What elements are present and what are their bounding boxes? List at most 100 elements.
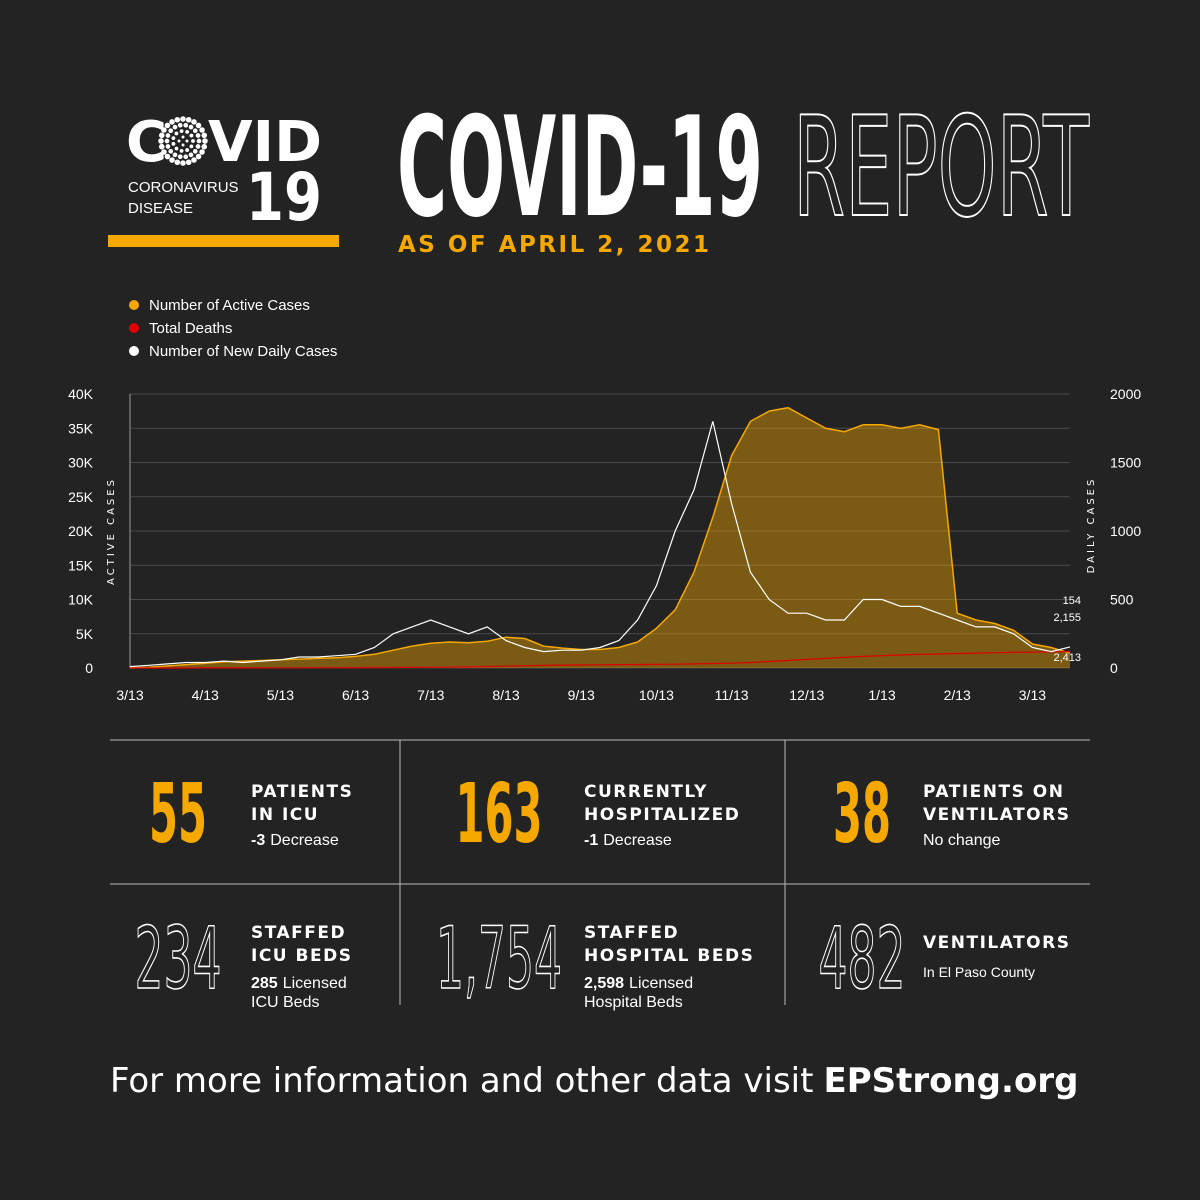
logo-dot bbox=[165, 144, 171, 149]
logo-dot bbox=[188, 152, 194, 158]
logo-dot bbox=[158, 132, 165, 139]
logo-dot bbox=[174, 159, 181, 166]
x-tick-label: 9/13 bbox=[568, 687, 595, 703]
stat-note-text: Hospital Beds bbox=[584, 994, 683, 1011]
logo-dot bbox=[165, 133, 171, 138]
x-tick-label: 1/13 bbox=[868, 687, 895, 703]
value-label: 2,155 bbox=[1053, 612, 1081, 624]
stat-note-bold: 2,598 bbox=[584, 975, 624, 992]
logo-dot bbox=[168, 148, 174, 154]
logo-dot bbox=[195, 153, 202, 160]
stat-note: 285 Licensed bbox=[251, 975, 347, 992]
stat-label: HOSPITALIZED bbox=[584, 805, 740, 825]
logo-dot bbox=[185, 148, 190, 153]
logo-dot bbox=[185, 116, 192, 123]
logo-dot bbox=[177, 139, 181, 143]
stat-value: 55 bbox=[149, 767, 207, 862]
x-tick-label: 3/13 bbox=[116, 687, 143, 703]
logo-dot bbox=[195, 144, 201, 149]
x-tick-label: 11/13 bbox=[715, 687, 749, 703]
logo-circle bbox=[158, 116, 208, 166]
logo-dot bbox=[185, 129, 190, 134]
line bbox=[129, 421, 1071, 668]
footer-text: For more information and other data visi… bbox=[110, 1061, 813, 1101]
stat-label: HOSPITAL BEDS bbox=[584, 946, 754, 966]
logo-dot bbox=[177, 154, 183, 160]
stat-label: IN ICU bbox=[251, 805, 319, 825]
y2-tick-label: 1000 bbox=[1110, 523, 1141, 539]
logo-dot bbox=[201, 132, 208, 139]
logo-dot bbox=[195, 122, 202, 129]
logo-dot bbox=[192, 148, 198, 154]
legend-marker bbox=[129, 323, 139, 333]
logo-line: DISEASE bbox=[128, 200, 193, 217]
stat-note: 2,598 Licensed bbox=[584, 975, 693, 992]
y-tick-label: 35K bbox=[68, 420, 94, 436]
logo-dot bbox=[195, 133, 201, 138]
logo-number: 19 bbox=[246, 159, 322, 236]
y-tick-label: 5K bbox=[76, 626, 94, 642]
x-tick-label: 5/13 bbox=[267, 687, 294, 703]
logo-dot bbox=[179, 129, 184, 134]
logo-dot bbox=[169, 119, 175, 125]
stat-label: STAFFED bbox=[584, 923, 679, 943]
logo-dot bbox=[181, 135, 185, 139]
x-tick-label: 3/13 bbox=[1019, 687, 1046, 703]
y-tick-label: 10K bbox=[68, 592, 94, 608]
logo-dot bbox=[181, 143, 185, 147]
footer-link: EPStrong.org bbox=[823, 1061, 1078, 1101]
stat-note: Hospital Beds bbox=[584, 994, 683, 1011]
logo-dot bbox=[164, 122, 171, 129]
stat-note-bold: 285 bbox=[251, 975, 278, 992]
y2-tick-label: 500 bbox=[1110, 592, 1134, 608]
stat-note-text: No change bbox=[923, 832, 1000, 849]
stat-note-text: In El Paso County bbox=[923, 964, 1035, 980]
logo-dot bbox=[180, 116, 186, 122]
stat-label: CURRENTLY bbox=[584, 782, 708, 802]
stat-value: 482 bbox=[819, 909, 906, 1009]
logo-dot bbox=[188, 124, 194, 130]
stat-note-text: Decrease bbox=[270, 832, 339, 849]
x-tick-label: 7/13 bbox=[417, 687, 444, 703]
value-label: 154 bbox=[1063, 595, 1081, 607]
logo-dot bbox=[177, 122, 183, 128]
logo-dot bbox=[191, 119, 197, 125]
x-tick-label: 6/13 bbox=[342, 687, 369, 703]
logo-dot bbox=[199, 127, 205, 133]
logo-dot bbox=[201, 143, 208, 150]
stat-note: In El Paso County bbox=[923, 964, 1035, 980]
line bbox=[130, 650, 1071, 669]
legend-marker bbox=[129, 346, 139, 356]
stat-note-text: Licensed bbox=[283, 975, 347, 992]
stats: 55 PATIENTS IN ICU -3 Decrease 163 CURRENTLY HO… bbox=[110, 739, 1090, 1011]
logo-dot bbox=[174, 131, 179, 136]
y-tick-label: 20K bbox=[68, 523, 94, 539]
logo-dot bbox=[169, 157, 175, 163]
x-tick-label: 8/13 bbox=[492, 687, 519, 703]
stat-note-bold: -3 bbox=[251, 832, 265, 849]
y-tick-label: 25K bbox=[68, 489, 94, 505]
stat-label: ICU BEDS bbox=[251, 946, 352, 966]
stat-label: VENTILATORS bbox=[923, 805, 1070, 825]
logo-dot bbox=[189, 133, 194, 138]
stat-value: 38 bbox=[833, 767, 891, 862]
logo-dot bbox=[168, 128, 174, 134]
stat-label: PATIENTS ON bbox=[923, 782, 1064, 802]
legend-label: Total Deaths bbox=[149, 320, 232, 337]
legend-marker bbox=[129, 300, 139, 310]
logo-dot bbox=[179, 148, 184, 153]
logo-dot bbox=[185, 159, 192, 166]
stat-label: PATIENTS bbox=[251, 782, 353, 802]
stat-value: 234 bbox=[135, 909, 222, 1009]
legend-label: Number of Active Cases bbox=[149, 297, 310, 314]
x-tick-label: 12/13 bbox=[789, 687, 824, 703]
y-tick-label: 0 bbox=[85, 660, 93, 676]
logo-dot bbox=[202, 138, 208, 144]
stat-label: STAFFED bbox=[251, 923, 346, 943]
legend-label: Number of New Daily Cases bbox=[149, 343, 337, 360]
x-tick-label: 2/13 bbox=[944, 687, 971, 703]
logo-dot bbox=[180, 160, 186, 166]
logo-dot bbox=[196, 138, 202, 144]
logo-dot bbox=[174, 146, 179, 151]
